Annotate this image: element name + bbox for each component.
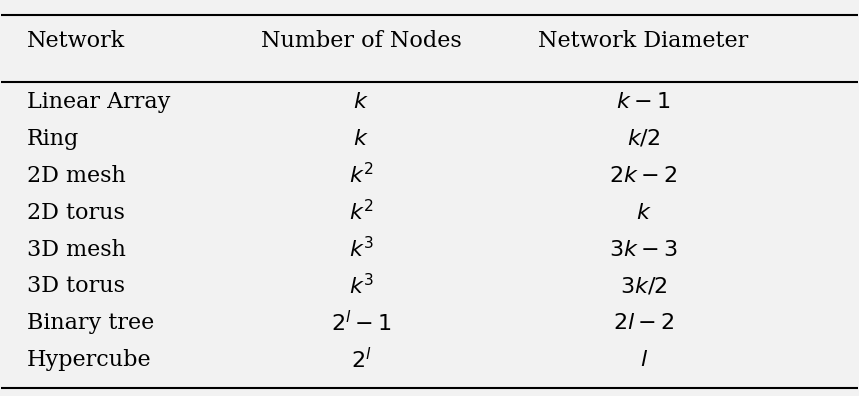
Text: $k-1$: $k-1$ bbox=[617, 91, 671, 112]
Text: $k^3$: $k^3$ bbox=[349, 274, 374, 299]
Text: 2D mesh: 2D mesh bbox=[27, 165, 125, 187]
Text: $k/2$: $k/2$ bbox=[627, 128, 661, 150]
Text: $3k-3$: $3k-3$ bbox=[609, 238, 678, 261]
Text: $2k-2$: $2k-2$ bbox=[609, 165, 678, 187]
Text: 3D mesh: 3D mesh bbox=[27, 238, 126, 261]
Text: $2^l - 1$: $2^l - 1$ bbox=[331, 311, 392, 336]
Text: $k$: $k$ bbox=[636, 202, 651, 224]
Text: $k$: $k$ bbox=[353, 91, 369, 112]
Text: Ring: Ring bbox=[27, 128, 79, 150]
Text: Number of Nodes: Number of Nodes bbox=[260, 30, 461, 52]
Text: $k$: $k$ bbox=[353, 128, 369, 150]
Text: $2^l$: $2^l$ bbox=[350, 348, 371, 373]
Text: Linear Array: Linear Array bbox=[27, 91, 170, 112]
Text: $k^2$: $k^2$ bbox=[349, 200, 374, 225]
Text: 2D torus: 2D torus bbox=[27, 202, 125, 224]
Text: $k^3$: $k^3$ bbox=[349, 237, 374, 262]
Text: Binary tree: Binary tree bbox=[27, 312, 155, 335]
Text: $k^2$: $k^2$ bbox=[349, 163, 374, 188]
Text: Network Diameter: Network Diameter bbox=[539, 30, 749, 52]
Text: Network: Network bbox=[27, 30, 125, 52]
Text: $l$: $l$ bbox=[639, 349, 648, 371]
Text: 3D torus: 3D torus bbox=[27, 276, 125, 297]
Text: $3k/2$: $3k/2$ bbox=[619, 276, 667, 297]
Text: Hypercube: Hypercube bbox=[27, 349, 152, 371]
Text: $2l-2$: $2l-2$ bbox=[612, 312, 674, 335]
